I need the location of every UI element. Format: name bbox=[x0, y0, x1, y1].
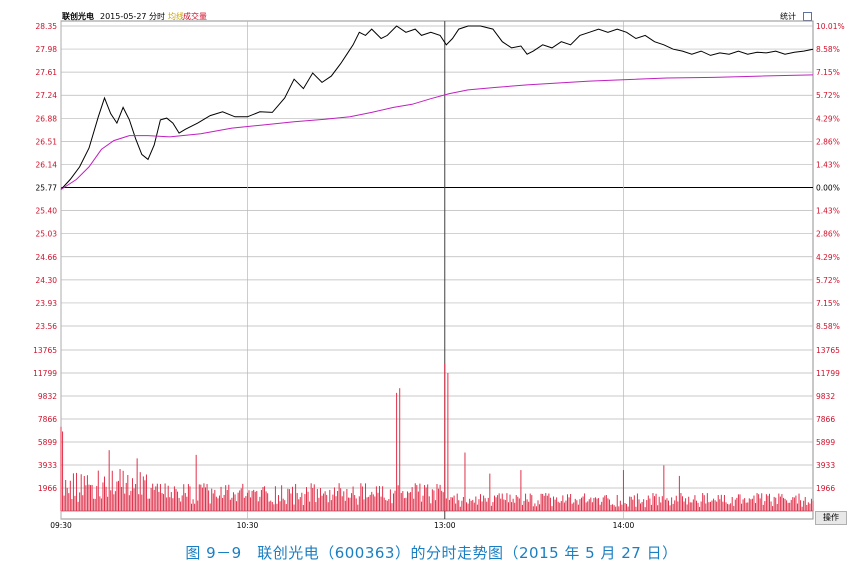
price-tick-label: 27.61 bbox=[36, 68, 58, 77]
price-tick-label: 24.30 bbox=[36, 276, 58, 285]
volume-tick-label-right: 3933 bbox=[816, 461, 835, 470]
price-tick-label: 26.88 bbox=[36, 114, 58, 123]
time-tick-label: 13:00 bbox=[434, 521, 456, 530]
price-tick-label: 26.51 bbox=[36, 137, 58, 146]
pct-tick-label: 8.58% bbox=[816, 322, 840, 331]
volume-tick-label-right: 1966 bbox=[816, 484, 835, 493]
pct-tick-label: 2.86% bbox=[816, 137, 840, 146]
price-lines bbox=[60, 25, 814, 190]
volume-tick-label-right: 5899 bbox=[816, 438, 835, 447]
price-tick-label: 25.03 bbox=[36, 230, 58, 239]
time-tick-label: 14:00 bbox=[613, 521, 635, 530]
pct-tick-label: 5.72% bbox=[816, 91, 840, 100]
price-tick-label: 24.66 bbox=[36, 253, 58, 262]
volume-tick-label: 13765 bbox=[33, 346, 57, 355]
volume-tick-label: 5899 bbox=[38, 438, 57, 447]
price-tick-label: 23.93 bbox=[36, 299, 58, 308]
time-tick-label: 10:30 bbox=[237, 521, 259, 530]
pct-tick-label: 7.15% bbox=[816, 299, 840, 308]
price-tick-label: 27.24 bbox=[36, 91, 58, 100]
volume-tick-label-right: 11799 bbox=[816, 369, 840, 378]
avg-line-legend[interactable]: 均线 bbox=[168, 12, 184, 21]
time-tick-label: 09:30 bbox=[50, 521, 72, 530]
stats-button[interactable]: 统计 bbox=[780, 12, 796, 21]
volume-tick-label-right: 13765 bbox=[816, 346, 840, 355]
pct-tick-label: 5.72% bbox=[816, 276, 840, 285]
volume-tick-label: 3933 bbox=[38, 461, 57, 470]
price-tick-label: 23.56 bbox=[36, 322, 58, 331]
volume-tick-label: 9832 bbox=[38, 392, 57, 401]
volume-tick-label: 7866 bbox=[38, 415, 57, 424]
volume-legend[interactable]: 成交量 bbox=[183, 12, 207, 21]
pct-tick-label: 1.43% bbox=[816, 160, 840, 169]
pct-tick-label: 8.58% bbox=[816, 45, 840, 54]
axis-labels: 28.35 10.01% 27.98 8.58% 27.61 7.15% 27.24 5.72… bbox=[33, 22, 844, 530]
price-tick-label: 27.98 bbox=[36, 45, 58, 54]
stock-name: 联创光电 bbox=[62, 12, 94, 21]
price-line bbox=[60, 25, 814, 190]
volume-tick-label-right: 9832 bbox=[816, 392, 835, 401]
pct-tick-label: 10.01% bbox=[816, 22, 845, 31]
price-tick-label: 25.77 bbox=[36, 184, 58, 193]
pct-tick-label: 4.29% bbox=[816, 253, 840, 262]
pct-tick-label: 1.43% bbox=[816, 207, 840, 216]
price-tick-label: 28.35 bbox=[36, 22, 58, 31]
figure-caption: 图 9－9 联创光电（600363）的分时走势图（2015 年 5 月 27 日… bbox=[185, 544, 678, 562]
operate-button[interactable]: 操作 bbox=[815, 511, 847, 525]
price-tick-label: 25.40 bbox=[36, 207, 58, 216]
pct-tick-label: 0.00% bbox=[816, 184, 840, 193]
pct-tick-label: 2.86% bbox=[816, 230, 840, 239]
grid-layer bbox=[60, 20, 814, 520]
pct-tick-label: 7.15% bbox=[816, 68, 840, 77]
pct-tick-label: 4.29% bbox=[816, 114, 840, 123]
average-line bbox=[60, 74, 814, 190]
volume-bars bbox=[60, 363, 814, 511]
volume-tick-label: 11799 bbox=[33, 369, 57, 378]
volume-tick-label: 1966 bbox=[38, 484, 57, 493]
price-tick-label: 26.14 bbox=[36, 160, 58, 169]
plot-frame bbox=[60, 20, 814, 520]
date-label: 2015-05-27 分时 bbox=[100, 12, 166, 21]
volume-tick-label-right: 7866 bbox=[816, 415, 835, 424]
